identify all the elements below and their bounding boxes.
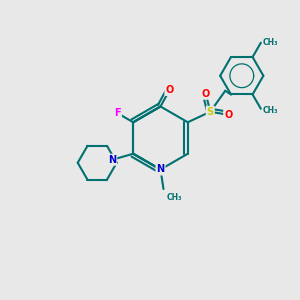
Text: O: O [165, 85, 174, 95]
Text: CH₃: CH₃ [167, 193, 183, 202]
Text: CH₃: CH₃ [262, 38, 278, 47]
Text: N: N [108, 155, 116, 165]
Text: F: F [114, 108, 121, 118]
Text: S: S [207, 107, 214, 117]
Text: O: O [202, 89, 210, 99]
Text: N: N [156, 164, 165, 175]
Text: O: O [224, 110, 232, 120]
Text: CH₃: CH₃ [262, 106, 278, 115]
